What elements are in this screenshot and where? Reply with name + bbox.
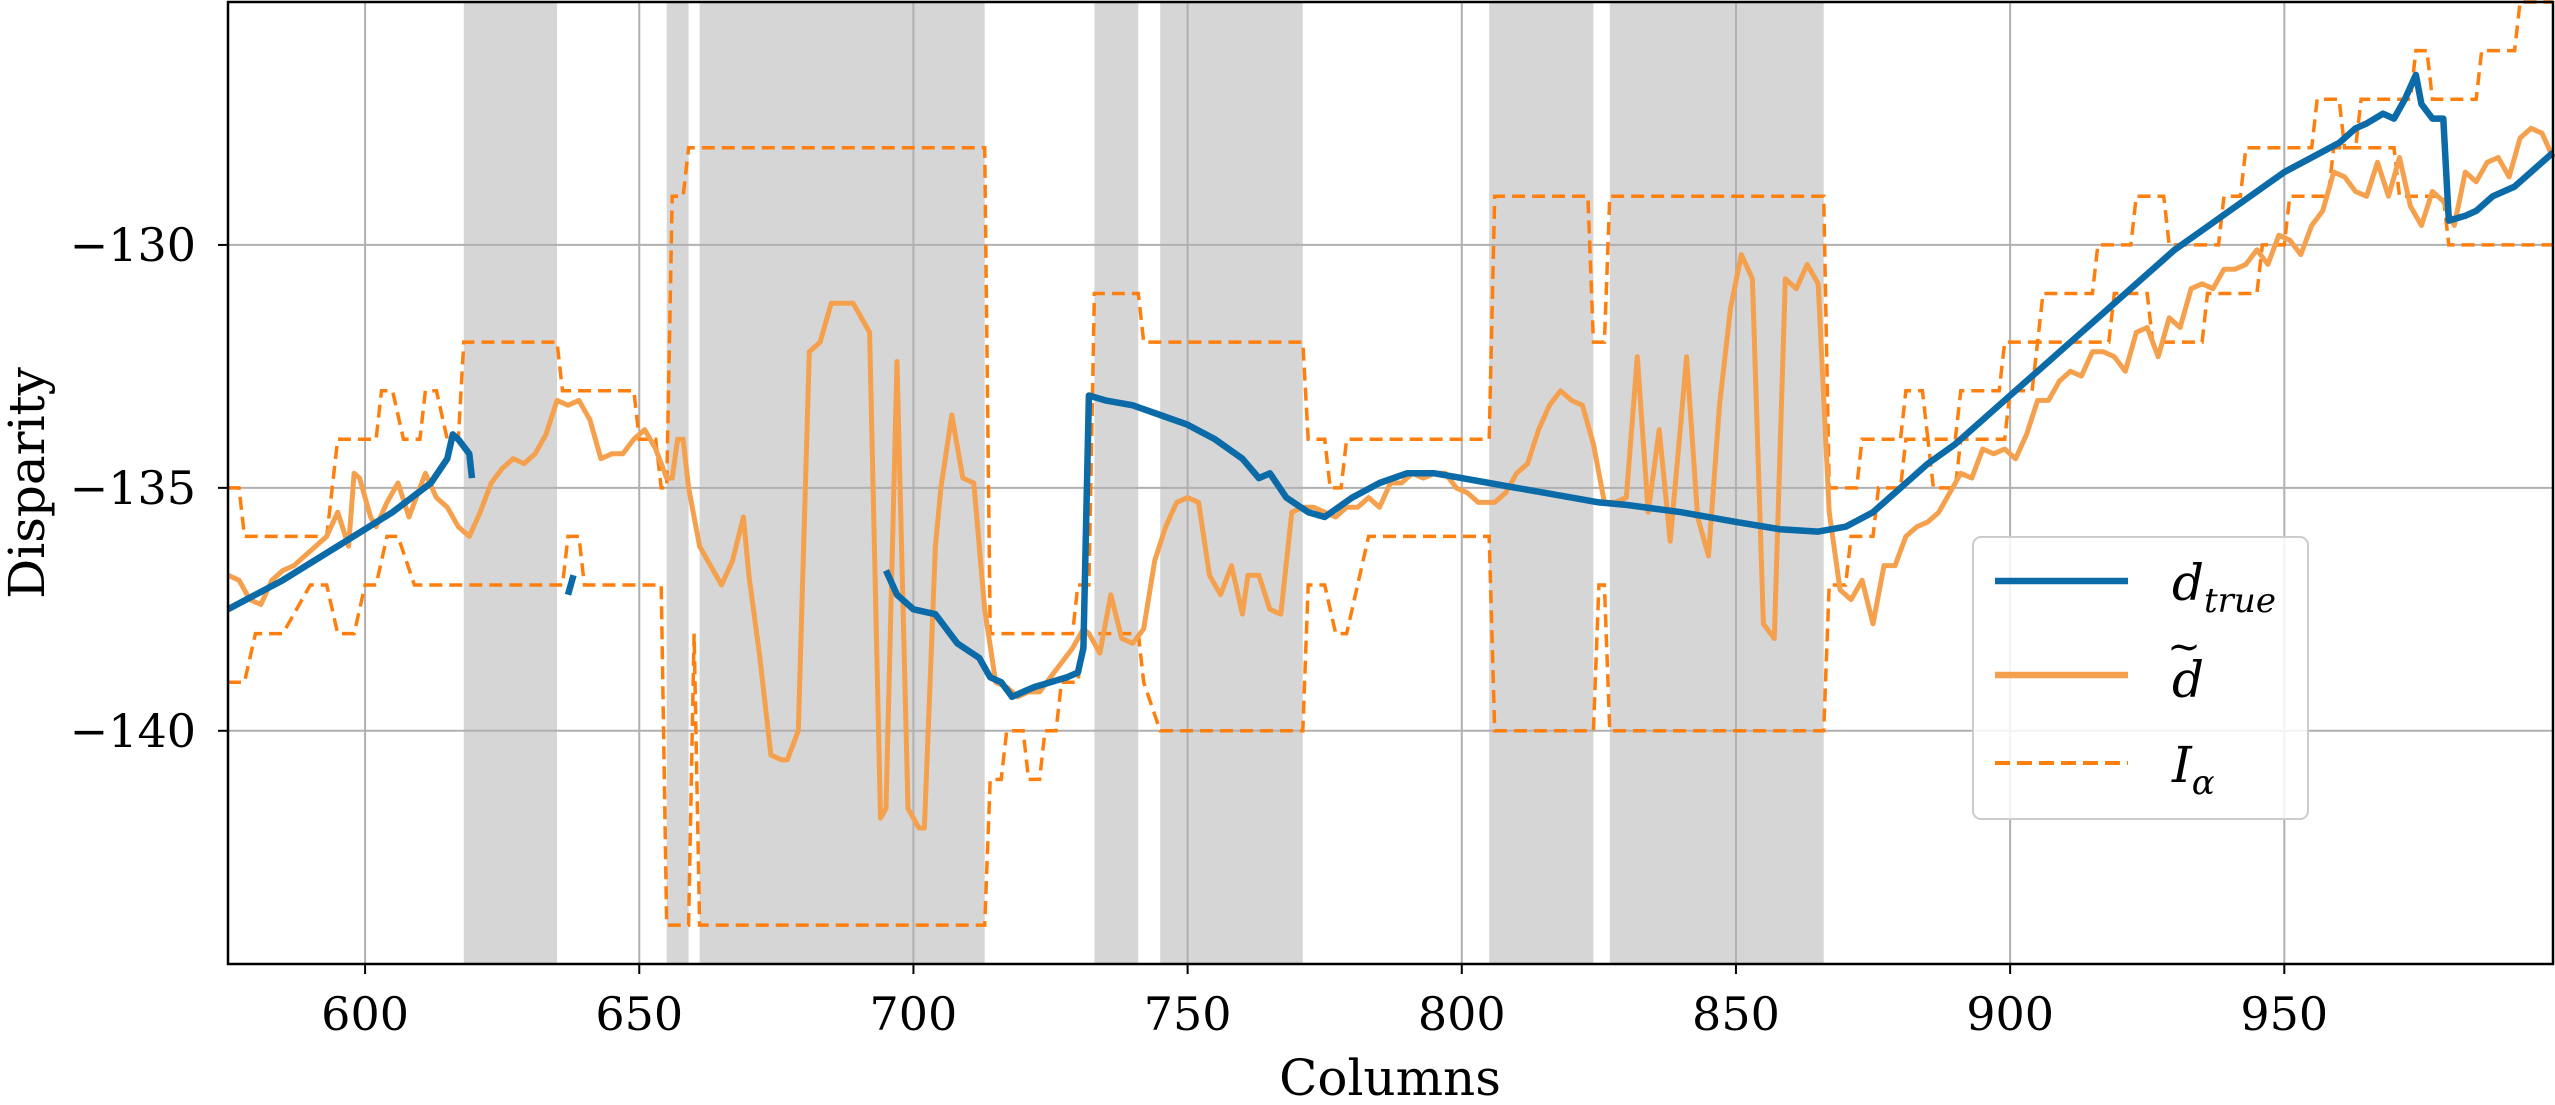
x-tick-label-750: 750 (1144, 987, 1232, 1041)
shaded-region-1 (666, 2, 689, 964)
x-tick-label-950: 950 (2240, 987, 2328, 1041)
shaded-region-0 (463, 2, 558, 964)
legend-label-d-true: dtrue (2172, 554, 2276, 621)
legend-box (1972, 536, 2309, 820)
legend-label-i-alpha: Iα (2171, 736, 2215, 803)
x-tick-label-700: 700 (870, 987, 958, 1041)
x-tick-label-600: 600 (321, 987, 409, 1041)
x-tick-label-850: 850 (1692, 987, 1780, 1041)
y-tick-label-140: −140 (70, 704, 196, 758)
x-tick-label-650: 650 (595, 987, 683, 1041)
interval-lower-line (228, 146, 2553, 927)
x-tick-label-900: 900 (1966, 987, 2054, 1041)
x-axis-label: Columns (1279, 1049, 1501, 1100)
y-axis-label: Disparity (0, 366, 56, 599)
shaded-region-2 (699, 2, 985, 964)
d-true-line-segment-0 (226, 431, 476, 613)
y-tick-label-135: −135 (70, 461, 196, 515)
shaded-region-3 (1094, 2, 1139, 964)
x-tick-label-800: 800 (1418, 987, 1506, 1041)
d-true-line-segment-2 (883, 71, 2555, 701)
shaded-region-4 (1160, 2, 1303, 964)
legend-label-d-tilde: d (2172, 651, 2204, 709)
shaded-region-6 (1609, 2, 1824, 964)
interval-upper-line (228, 0, 2553, 636)
legend-label-d-tilde-accent: ~ (2167, 624, 2201, 670)
legend: dtrue ~ d Iα (1972, 536, 2309, 820)
plot-frame (226, 0, 2555, 966)
d-true-line-segment-1 (564, 574, 577, 596)
y-tick-label-130: −130 (70, 218, 196, 272)
d-tilde-line (226, 125, 2555, 831)
